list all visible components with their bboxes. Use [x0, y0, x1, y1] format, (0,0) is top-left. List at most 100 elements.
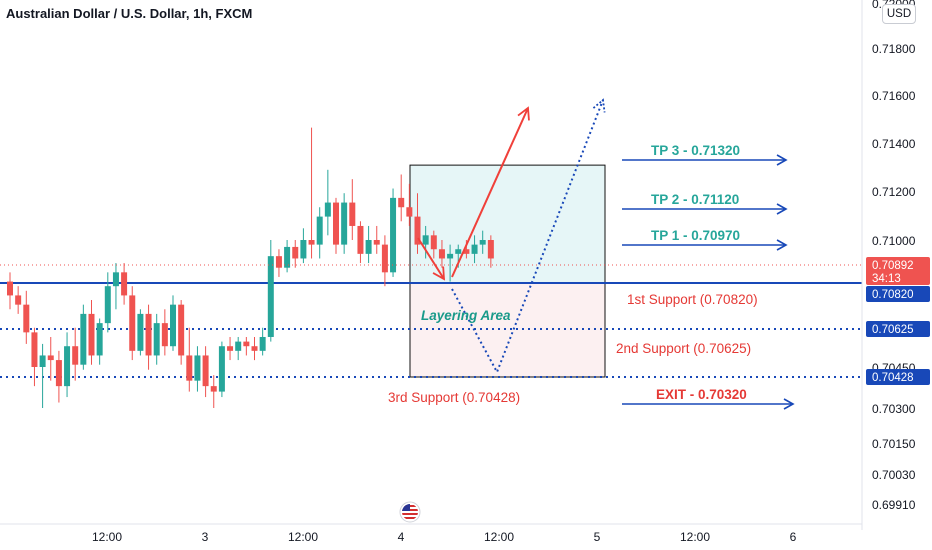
candle-body: [251, 346, 258, 351]
candle-body: [324, 202, 331, 217]
candle-body: [390, 197, 397, 273]
time-tick: 12:00: [680, 530, 710, 544]
support-2-price-tag[interactable]: [866, 321, 930, 337]
candle-body: [153, 323, 160, 356]
candle-body: [202, 355, 209, 387]
candle-body: [194, 355, 201, 381]
candle-body: [31, 332, 38, 367]
time-tick: 6: [790, 530, 797, 544]
take-profit-label-1: TP 1 - 0.70970: [651, 228, 740, 243]
take-profit-label-2: TP 2 - 0.71120: [651, 192, 739, 207]
price-tick: 0.71200: [872, 185, 916, 199]
candle-body: [357, 225, 364, 254]
candle-body: [55, 360, 62, 387]
candle-body: [88, 313, 95, 356]
price-tick: 0.71800: [872, 42, 916, 56]
candle-body: [341, 202, 348, 245]
candle-body: [267, 256, 274, 337]
candle-body: [227, 346, 234, 351]
candle-body: [406, 207, 413, 217]
candle-body: [479, 240, 486, 245]
price-tick: 0.71000: [872, 234, 916, 248]
candle-body: [308, 240, 315, 245]
candle-body: [121, 272, 128, 296]
current-price-tag-text: 34:13: [872, 273, 901, 285]
candle-body: [145, 313, 152, 356]
candle-body: [178, 304, 185, 356]
support-label-2: 2nd Support (0.70625): [616, 341, 751, 356]
candle-body: [438, 249, 445, 259]
candle-body: [349, 202, 356, 226]
candle-body: [7, 281, 13, 296]
support-1-price-tag-text: 0.70820: [872, 289, 914, 301]
support-3-price-tag-text: 0.70428: [872, 372, 914, 384]
chart-title: Australian Dollar / U.S. Dollar, 1h, FXC…: [6, 6, 253, 21]
candle-body: [210, 386, 217, 392]
candle-body: [300, 240, 307, 259]
support-2-price-tag-text: 0.70625: [872, 324, 914, 336]
currency-label: USD: [886, 8, 912, 20]
time-tick: 12:00: [288, 530, 318, 544]
candle-body: [275, 256, 282, 268]
price-tick: 0.71400: [872, 137, 916, 151]
candle-body: [365, 240, 372, 254]
time-tick: 3: [202, 530, 209, 544]
candle-body: [422, 235, 429, 245]
time-tick: 12:00: [92, 530, 122, 544]
current-price-tag[interactable]: [866, 257, 930, 285]
candle-body: [487, 240, 494, 259]
support-label-3: 3rd Support (0.70428): [388, 390, 520, 405]
candle-body: [39, 355, 46, 367]
time-tick: 12:00: [484, 530, 514, 544]
support-3-price-tag[interactable]: [866, 369, 930, 385]
price-tick: 0.70150: [872, 437, 916, 451]
candle-body: [235, 341, 242, 351]
candle-body: [104, 286, 111, 324]
candle-body: [455, 249, 462, 254]
candle-body: [96, 323, 103, 356]
candle-body: [284, 246, 291, 268]
candle-body: [80, 313, 87, 365]
take-profit-label-3: TP 3 - 0.71320: [651, 143, 740, 158]
candle-body: [414, 216, 421, 245]
layering-projection-arrow[interactable]: [451, 98, 606, 375]
candle-body: [161, 323, 168, 347]
candle-body: [259, 336, 266, 351]
candle-body: [112, 272, 119, 287]
candle-body: [292, 246, 299, 259]
candle-body: [316, 216, 323, 245]
candle-body: [72, 346, 79, 365]
us-flag-icon[interactable]: [399, 501, 421, 523]
current-price-tag-text: 0.70892: [872, 260, 914, 272]
price-axis[interactable]: 0.720000.718000.716000.714000.712000.710…: [872, 0, 916, 512]
candle-body: [64, 346, 71, 387]
candle-body: [430, 235, 437, 250]
candle-body: [129, 295, 136, 351]
price-tick: 0.69910: [872, 498, 916, 512]
take-profit-zone[interactable]: [409, 164, 606, 284]
candle-body: [186, 355, 193, 381]
pullback-arrow[interactable]: [417, 237, 446, 281]
candle-body: [218, 346, 225, 392]
time-tick: 4: [398, 530, 405, 544]
candle-body: [373, 240, 380, 245]
candle-body: [137, 313, 144, 351]
layering-zone[interactable]: [409, 282, 606, 378]
candle-body: [333, 202, 339, 245]
bullish-projection-arrow[interactable]: [451, 106, 530, 278]
price-tick: 0.71600: [872, 89, 916, 103]
candle-body: [47, 355, 54, 361]
exit-label: EXIT - 0.70320: [656, 387, 747, 402]
candle-body: [447, 253, 454, 259]
candle-body: [381, 244, 388, 273]
support-1-price-tag[interactable]: [866, 286, 930, 302]
candle-body: [15, 295, 22, 305]
time-axis[interactable]: 12:00 3 12:00 4 12:00 5 12:00 6: [92, 530, 797, 544]
price-tick: 0.70030: [872, 468, 916, 482]
candle-body: [243, 341, 250, 347]
candle-body: [23, 304, 30, 333]
layering-area-label: Layering Area: [421, 308, 511, 323]
currency-badge[interactable]: USD: [882, 4, 916, 24]
candle-body: [398, 197, 405, 208]
